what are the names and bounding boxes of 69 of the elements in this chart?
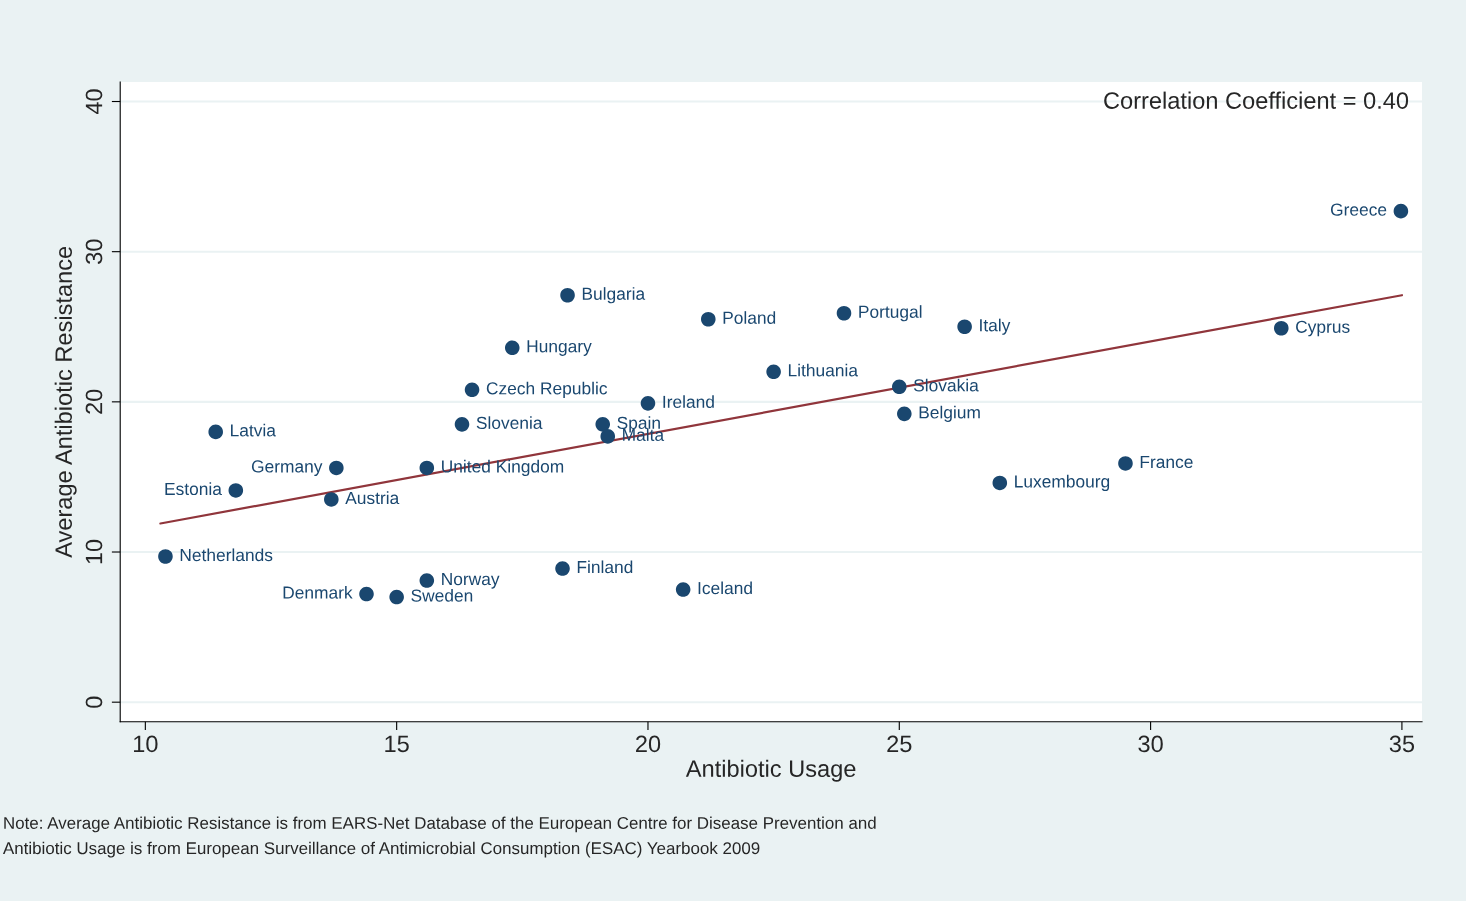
point xyxy=(701,311,716,327)
annotation: France xyxy=(1140,455,1193,469)
y-tick-label: 10 xyxy=(85,539,103,564)
point xyxy=(957,319,972,335)
x-tick-label: 35 xyxy=(1389,735,1415,753)
text: Note: Average Antibiotic Resistance is from EARS-Net Database of the European Centre for Disease Prevention and xyxy=(4,816,876,833)
x-tick-label: 20 xyxy=(636,735,661,753)
x-tick-label: 15 xyxy=(385,735,409,753)
y-tick-label: 30 xyxy=(85,239,103,264)
annotation: Slovenia xyxy=(476,416,543,430)
annotation: Norway xyxy=(442,573,500,589)
annotation: Ireland xyxy=(663,395,714,409)
y-tick-label: 0 xyxy=(85,696,103,708)
point xyxy=(766,364,781,380)
annotation: Finland xyxy=(577,560,633,574)
y-axis-title: Average Antibiotic Resistance xyxy=(54,246,77,558)
y-tick-label: 20 xyxy=(85,389,103,414)
annotation: Portugal xyxy=(859,305,922,322)
point xyxy=(555,561,570,576)
annotation: Iceland xyxy=(698,581,752,595)
annotation: Latvia xyxy=(231,423,276,437)
annotation: Lithuania xyxy=(788,363,858,377)
x-tick-label: 25 xyxy=(887,735,912,753)
point xyxy=(640,396,656,411)
annotation: Correlation Coefficient = 0.40 xyxy=(1104,91,1409,109)
point xyxy=(1274,320,1289,336)
x-axis-title: Antibiotic Usage xyxy=(685,759,856,782)
text: Antibiotic Usage is from European Surveillance of Antimicrobial Consumption (ESAC) Yearbook 2009 xyxy=(2,841,760,858)
point xyxy=(454,417,470,432)
point xyxy=(464,382,480,398)
annotation: Italy xyxy=(980,318,1011,335)
point xyxy=(208,424,223,440)
point xyxy=(992,475,1008,491)
point xyxy=(1393,203,1409,219)
annotation: Czech Republic xyxy=(486,381,608,398)
point xyxy=(836,305,852,321)
point xyxy=(1118,456,1133,471)
x-tick-label: 30 xyxy=(1138,735,1163,753)
point xyxy=(504,340,520,356)
point xyxy=(158,549,173,564)
y-tick-label: 40 xyxy=(85,89,103,115)
annotation: Hungary xyxy=(527,340,592,356)
point xyxy=(419,573,435,588)
annotation: Belgium xyxy=(919,405,980,422)
annotation: Luxembourg xyxy=(1015,474,1110,492)
point xyxy=(228,483,244,498)
point xyxy=(595,417,611,432)
point xyxy=(897,406,912,422)
point xyxy=(600,429,616,444)
annotation: Greece xyxy=(1330,203,1387,216)
point xyxy=(419,460,435,476)
annotation: Netherlands xyxy=(180,548,273,562)
annotation: Denmark xyxy=(283,585,353,599)
annotation: Austria xyxy=(345,491,400,505)
point xyxy=(359,586,374,602)
point xyxy=(560,287,575,303)
annotation: Germany xyxy=(251,460,323,477)
x-tick-label: 10 xyxy=(134,735,158,753)
annotation: Cyprus xyxy=(1296,320,1350,337)
annotation: Estonia xyxy=(165,482,222,496)
point xyxy=(324,492,339,507)
annotation: Poland xyxy=(723,311,776,324)
point xyxy=(389,589,404,605)
point xyxy=(329,460,344,476)
point xyxy=(892,379,907,395)
point xyxy=(675,582,691,597)
annotation: Sweden xyxy=(411,588,473,602)
annotation: Bulgaria xyxy=(582,287,646,304)
annotation: Slovakia xyxy=(913,378,979,392)
